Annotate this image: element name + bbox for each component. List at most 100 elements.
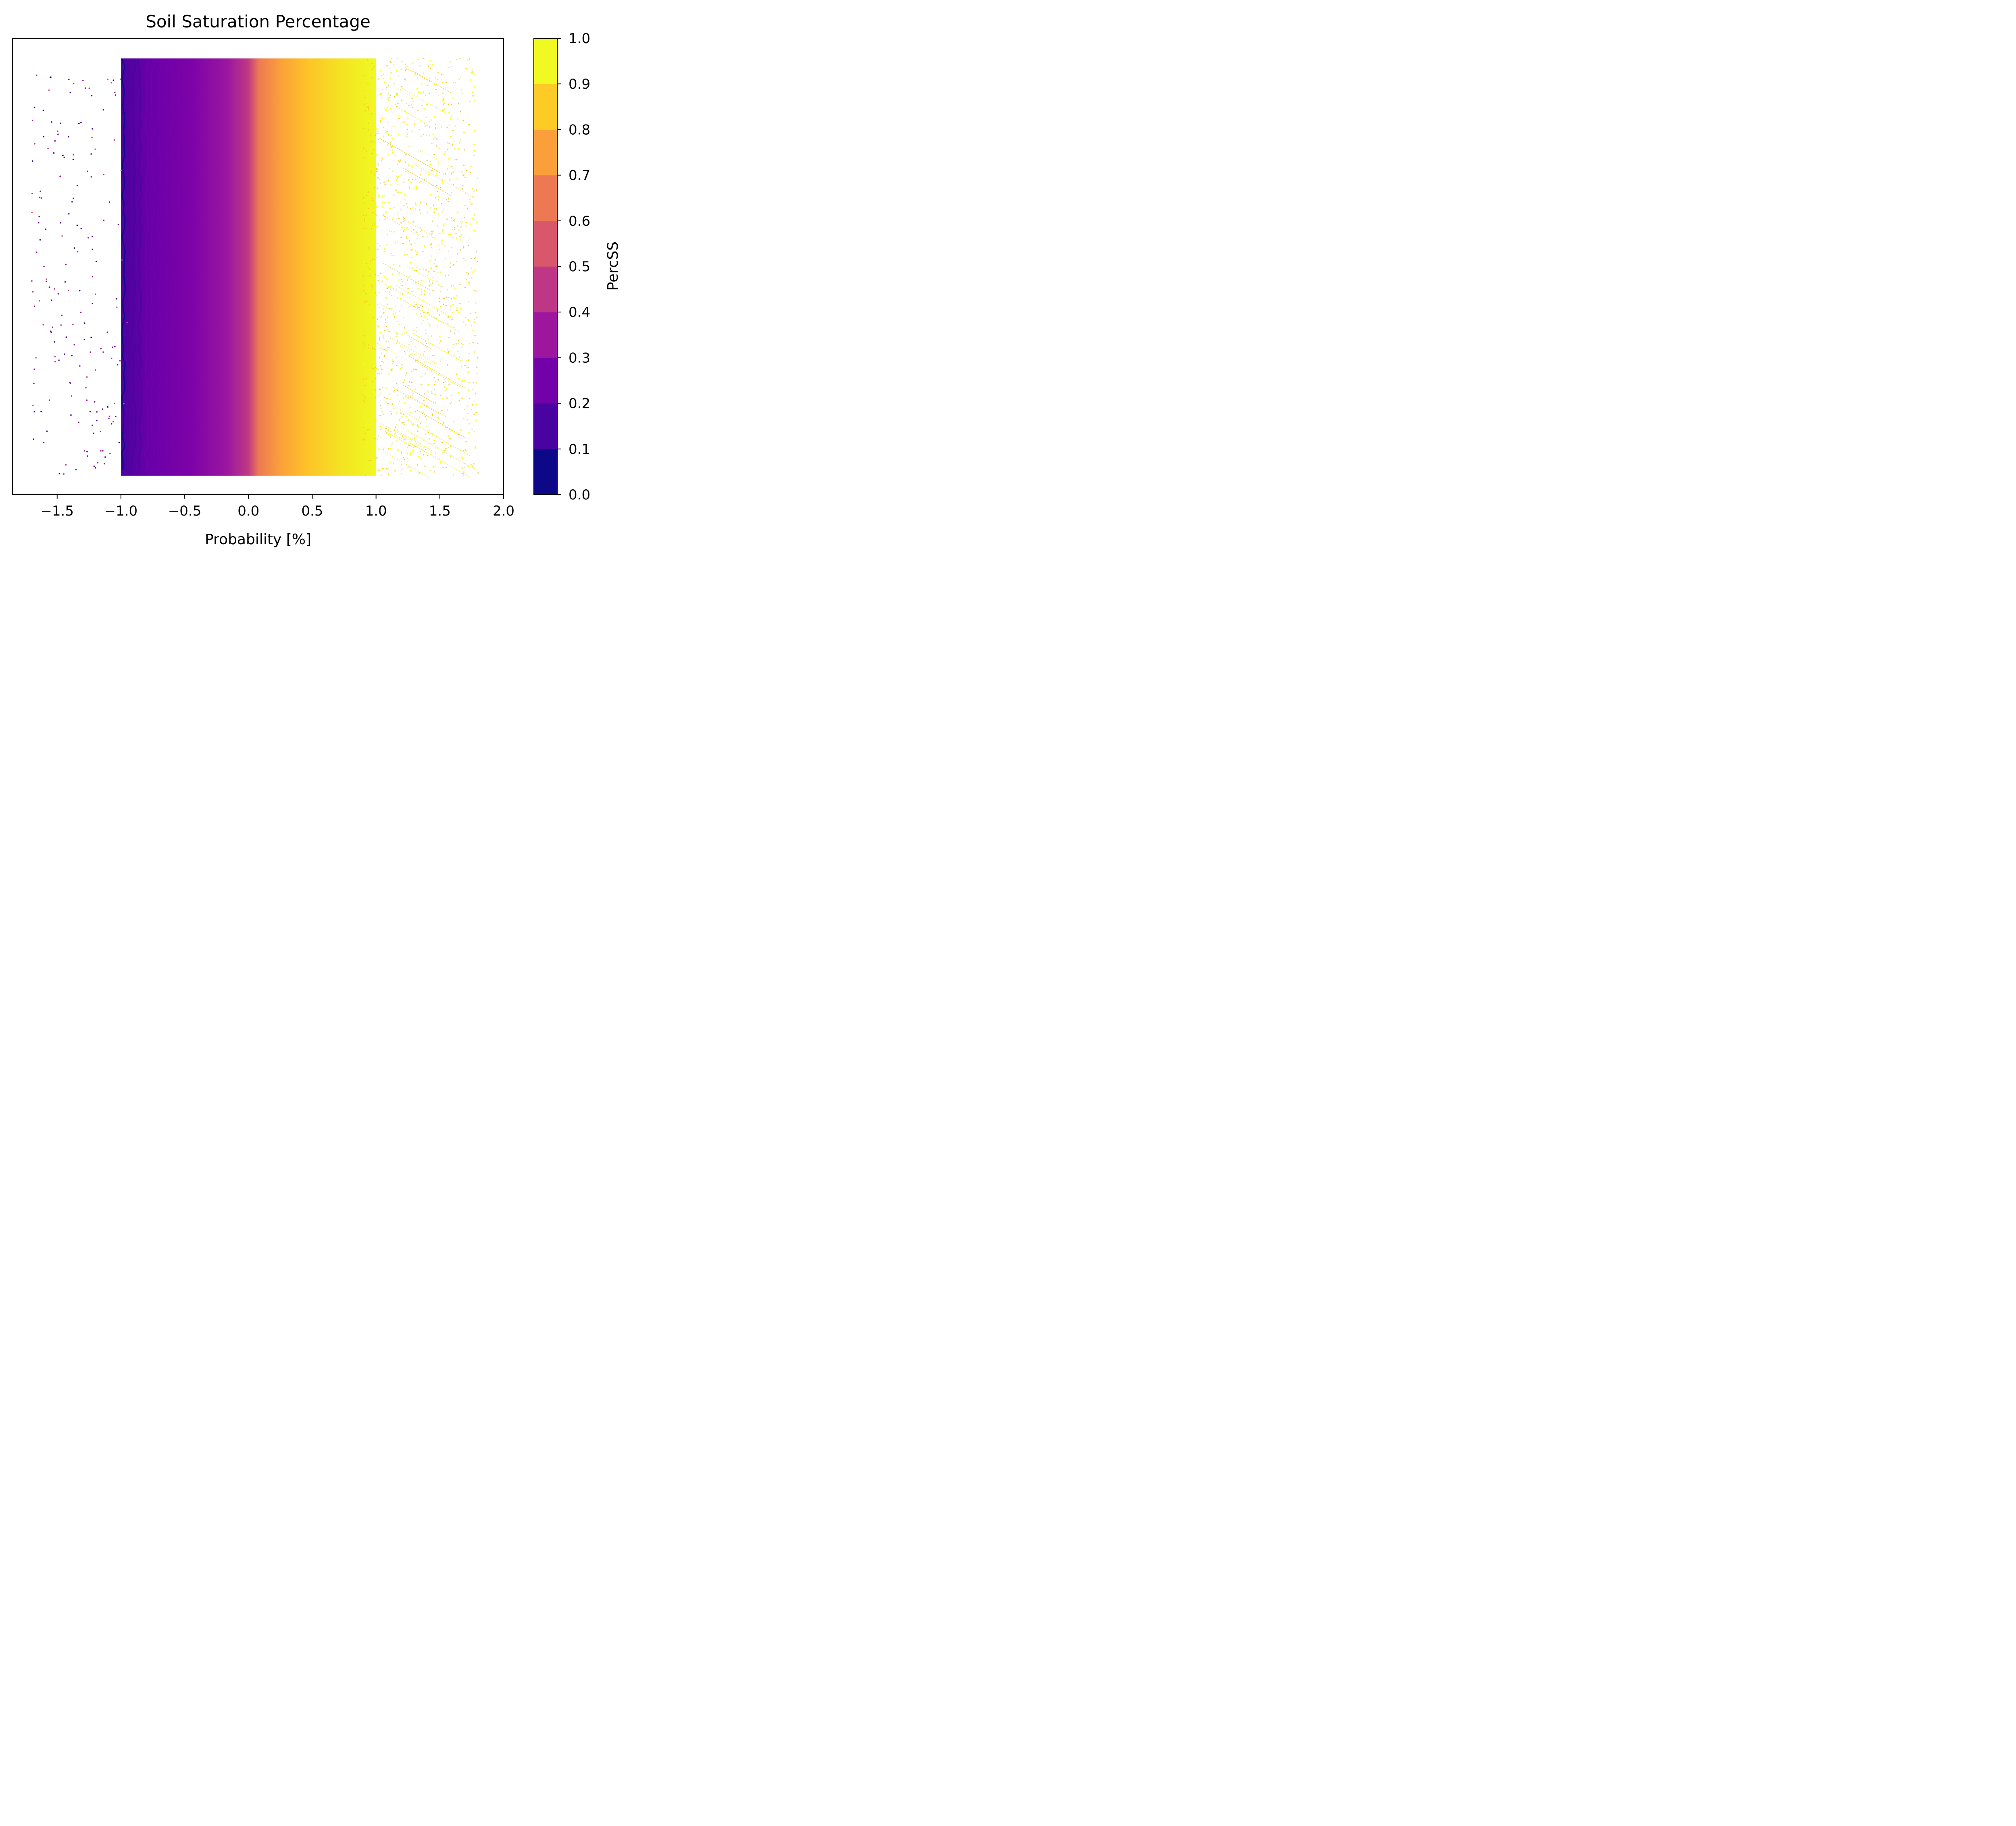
scatter-point (426, 135, 427, 136)
scatter-point (369, 266, 371, 268)
scatter-point (363, 148, 364, 149)
scatter-point (366, 466, 367, 468)
scatter-point (392, 171, 393, 172)
scatter-point (63, 156, 65, 158)
colorbar-segment (534, 312, 557, 358)
scatter-point (462, 188, 463, 190)
scatter-point (364, 153, 366, 154)
scatter-point (463, 321, 464, 322)
chart: Soil Saturation Percentage −1.5 −1.0 −0.5 0… (12, 12, 621, 548)
scatter-point (88, 87, 90, 89)
scatter-trail (400, 345, 441, 370)
scatter-point (364, 412, 366, 413)
scatter-point (404, 351, 405, 352)
scatter-point (373, 190, 375, 192)
scatter-point (438, 379, 439, 381)
scatter-point (72, 158, 74, 160)
scatter-point (372, 381, 373, 383)
scatter-point (369, 282, 371, 283)
scatter-point (409, 187, 410, 189)
scatter-point (424, 361, 426, 363)
scatter-point (363, 104, 365, 105)
scatter-point (383, 126, 384, 128)
scatter-point (418, 473, 420, 474)
scatter-point (451, 192, 452, 193)
scatter-point (375, 320, 377, 322)
scatter-point (114, 92, 116, 93)
scatter-point (462, 458, 463, 460)
scatter-point (385, 297, 387, 299)
scatter-point (383, 219, 385, 220)
scatter-point (401, 85, 402, 87)
scatter-point (369, 141, 371, 143)
scatter-point (473, 74, 475, 76)
scatter-point (381, 206, 383, 208)
scatter-point (370, 171, 372, 173)
scatter-point (425, 94, 426, 96)
scatter-point (450, 445, 452, 447)
scatter-point (121, 108, 123, 110)
scatter-point (460, 226, 462, 228)
scatter-point (410, 354, 412, 356)
scatter-point (371, 306, 373, 307)
scatter-point (362, 311, 364, 312)
scatter-point (404, 402, 405, 404)
scatter-point (379, 470, 381, 472)
scatter-point (379, 389, 381, 391)
scatter-point (390, 62, 392, 63)
scatter-point (388, 67, 390, 69)
scatter-point (420, 451, 421, 453)
scatter-point (363, 264, 365, 266)
scatter-point (476, 221, 477, 223)
scatter-point (383, 349, 385, 350)
scatter-point (462, 257, 464, 259)
scatter-point (465, 222, 467, 223)
scatter-point (409, 470, 411, 471)
scatter-point (439, 361, 441, 362)
scatter-point (103, 174, 105, 175)
scatter-point (393, 391, 394, 393)
scatter-point (385, 291, 386, 292)
scatter-point (435, 402, 436, 403)
scatter-point (363, 227, 364, 229)
scatter-point (65, 464, 67, 466)
scatter-point (376, 171, 378, 172)
scatter-point (395, 306, 396, 307)
colorbar-tick-label: 0.0 (569, 487, 590, 503)
scatter-point (427, 235, 428, 237)
scatter-point (440, 462, 442, 464)
scatter-point (430, 161, 431, 162)
scatter-point (456, 59, 458, 60)
scatter-point (469, 101, 471, 102)
scatter-point (448, 159, 450, 161)
scatter-point (404, 379, 405, 381)
scatter-point (468, 283, 470, 285)
scatter-point (51, 121, 52, 123)
scatter-point (364, 433, 366, 435)
scatter-point (412, 267, 414, 269)
scatter-point (436, 138, 438, 140)
scatter-point (362, 238, 364, 240)
scatter-point (461, 89, 462, 91)
scatter-point (475, 302, 477, 304)
scatter-point (87, 171, 88, 173)
scatter-point (443, 382, 445, 383)
scatter-point (362, 363, 364, 365)
scatter-point (71, 201, 73, 203)
scatter-point (411, 130, 413, 132)
scatter-point (424, 393, 425, 395)
scatter-point (445, 449, 446, 451)
scatter-point (417, 464, 418, 466)
scatter-point (402, 317, 404, 318)
colorbar-tick-label: 0.6 (569, 213, 590, 229)
scatter-point (397, 102, 399, 104)
scatter-point (375, 268, 377, 269)
scatter-point (83, 450, 85, 452)
scatter-point (447, 323, 449, 324)
scatter-point (400, 412, 402, 414)
colorbar-segment (534, 38, 557, 84)
scatter-point (374, 302, 376, 304)
scatter-point (441, 74, 442, 75)
scatter-point (371, 431, 373, 433)
scatter-point (426, 426, 428, 428)
